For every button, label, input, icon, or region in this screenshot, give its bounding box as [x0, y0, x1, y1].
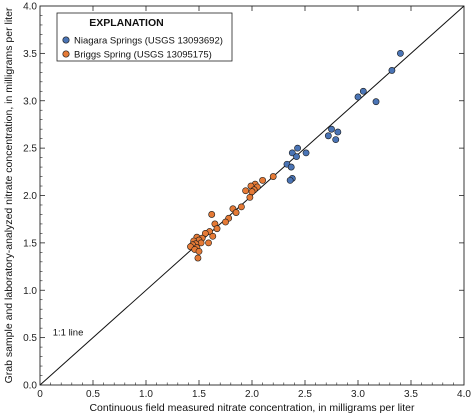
point-briggs-spring [232, 209, 240, 216]
y-tick-label: 3.5 [23, 49, 37, 60]
legend: EXPLANATION Niagara Springs (USGS 130936… [56, 12, 233, 62]
y-tick-label: 2.5 [23, 144, 37, 155]
point-briggs-spring [269, 173, 277, 180]
point-niagara-springs [302, 149, 310, 157]
point-niagara-springs [372, 98, 380, 106]
x-tick-label: 1.0 [139, 389, 153, 400]
x-tick-label: 2.5 [298, 389, 312, 400]
y-tick-label: 1.5 [23, 238, 37, 249]
point-niagara-springs [324, 132, 332, 140]
y-tick-label: 0.5 [23, 333, 37, 344]
point-niagara-springs [359, 87, 367, 95]
x-tick-label: 1.5 [192, 389, 206, 400]
legend-box [56, 12, 233, 62]
point-niagara-springs [328, 125, 335, 133]
y-axis-ticks: 0.0 0.5 1.0 1.5 2.0 2.5 3.0 3.5 4.0 [23, 2, 464, 392]
point-niagara-springs [334, 128, 342, 136]
point-briggs-spring [248, 188, 256, 196]
point-briggs-spring [213, 225, 221, 233]
y-axis-title: Grab sample and laboratory-analyzed nitr… [3, 7, 15, 383]
point-briggs-spring [195, 248, 203, 255]
legend-label-briggs-spring: Briggs Spring (USGS 13095175) [74, 50, 212, 61]
point-briggs-spring [237, 203, 245, 211]
x-tick-label: 3.5 [404, 389, 418, 400]
x-tick-label: 3.0 [351, 389, 365, 400]
y-tick-label: 4.0 [23, 2, 37, 13]
y-tick-label: 1.0 [23, 286, 37, 297]
point-niagara-springs [332, 136, 340, 143]
y-tick-label: 3.0 [23, 96, 37, 107]
point-niagara-springs [293, 153, 300, 161]
point-briggs-spring [259, 176, 266, 184]
one-to-one-line-label: 1:1 line [53, 328, 84, 339]
x-tick-label: 2.0 [245, 389, 259, 400]
x-axis-ticks: 0 0.5 1.0 1.5 2.0 2.5 3.0 3.5 4.0 [37, 6, 471, 400]
point-niagara-springs [288, 149, 296, 157]
x-tick-label: 0.5 [86, 389, 100, 400]
x-tick-label: 4.0 [457, 389, 471, 400]
point-briggs-spring [205, 239, 212, 247]
point-briggs-spring [209, 232, 217, 240]
point-briggs-spring [194, 254, 202, 262]
point-briggs-spring [242, 187, 250, 195]
data-points [187, 49, 404, 262]
legend-marker-niagara-springs [62, 36, 70, 44]
point-briggs-spring [201, 229, 209, 237]
point-niagara-springs [354, 93, 362, 101]
y-tick-label: 0.0 [23, 381, 37, 392]
x-axis-title: Continuous field measured nitrate concen… [89, 402, 415, 414]
legend-marker-briggs-spring [62, 50, 70, 58]
point-niagara-springs [287, 163, 295, 171]
legend-title: EXPLANATION [89, 17, 163, 29]
point-niagara-springs [294, 144, 301, 152]
point-briggs-spring [208, 211, 216, 218]
point-briggs-spring [222, 218, 229, 226]
point-briggs-spring [246, 193, 254, 201]
y-tick-label: 2.0 [23, 191, 37, 202]
legend-label-niagara-springs: Niagara Springs (USGS 13093692) [74, 36, 223, 47]
point-niagara-springs [286, 176, 294, 184]
point-niagara-springs [388, 67, 396, 74]
point-niagara-springs [396, 49, 404, 57]
x-tick-label: 0 [37, 389, 43, 400]
